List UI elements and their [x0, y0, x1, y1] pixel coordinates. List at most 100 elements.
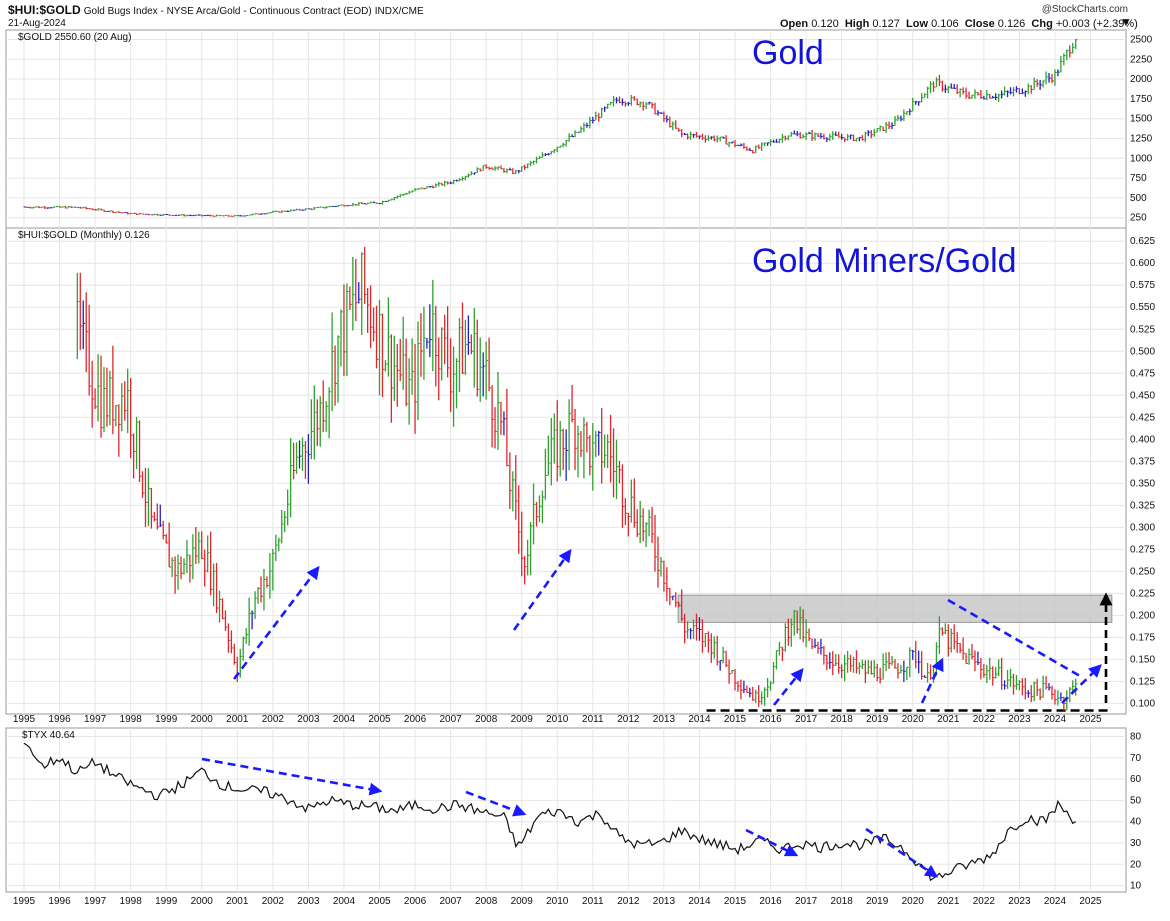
x-tick-label: 2011: [582, 896, 604, 907]
x-tick-label: 2013: [653, 714, 676, 725]
x-tick-label: 2013: [653, 896, 676, 907]
trend-arrow: [745, 828, 799, 857]
y-tick-label: 2000: [1130, 74, 1153, 85]
x-tick-label: 1995: [13, 714, 36, 725]
x-tick-label: 2025: [1079, 896, 1102, 907]
x-tick-label: 1999: [155, 714, 178, 725]
x-tick-label: 2025: [1079, 714, 1102, 725]
trend-arrow: [465, 790, 527, 817]
resistance-band: [677, 594, 1113, 623]
y-tick-label: 0.225: [1130, 588, 1155, 599]
y-tick-label: 0.525: [1130, 324, 1155, 335]
y-tick-label: 1500: [1130, 114, 1153, 125]
y-tick-label: 1750: [1130, 94, 1153, 105]
y-tick-label: 0.625: [1130, 236, 1155, 247]
x-tick-label: 2004: [333, 714, 356, 725]
y-tick-label: 0.200: [1130, 610, 1155, 621]
y-tick-label: 70: [1130, 753, 1142, 764]
y-tick-label: 10: [1130, 881, 1142, 892]
x-tick-label: 2015: [724, 896, 747, 907]
trend-arrow: [865, 827, 939, 878]
x-tick-label: 2016: [759, 714, 782, 725]
x-tick-label: 2003: [297, 896, 320, 907]
x-tick-label: 2020: [902, 714, 925, 725]
x-tick-label: 2000: [191, 714, 214, 725]
ohlc-label: Chg: [1031, 18, 1053, 30]
y-tick-label: 80: [1130, 732, 1142, 743]
x-tick-label: 2021: [937, 714, 960, 725]
x-tick-label: 2011: [582, 714, 604, 725]
x-tick-label: 2005: [368, 714, 391, 725]
gold-series: [23, 38, 1078, 217]
x-tick-label: 2022: [973, 896, 996, 907]
y-tick-label: 0.400: [1130, 434, 1155, 445]
y-tick-label: 2500: [1130, 35, 1153, 46]
x-tick-label: 1996: [48, 896, 71, 907]
x-tick-label: 2008: [475, 714, 498, 725]
y-tick-label: 0.425: [1130, 412, 1155, 423]
x-tick-label: 1997: [84, 714, 107, 725]
ratio-panel-frame: [5, 227, 1127, 715]
x-tick-label: 2014: [688, 714, 711, 725]
x-tick-label: 2022: [973, 714, 996, 725]
x-tick-label: 2020: [902, 896, 925, 907]
x-tick-label: 1997: [84, 896, 107, 907]
x-tick-label: 2004: [333, 896, 356, 907]
ohlc-label: Open: [780, 18, 809, 30]
x-tick-label: 2001: [226, 896, 249, 907]
x-tick-label: 2010: [546, 714, 569, 725]
ratio-panel-title: $HUI:$GOLD (Monthly) 0.126: [18, 230, 150, 241]
y-tick-label: 500: [1130, 193, 1147, 204]
y-tick-label: 2250: [1130, 54, 1153, 65]
y-tick-label: 750: [1130, 173, 1147, 184]
x-tick-label: 2018: [831, 896, 854, 907]
tyx-series: [23, 742, 1076, 882]
y-tick-label: 1250: [1130, 134, 1153, 145]
chart-symbol: $HUI:$GOLD: [8, 3, 81, 17]
y-tick-label: 0.475: [1130, 368, 1155, 379]
y-tick-label: 40: [1130, 817, 1142, 828]
close-icon[interactable]: ▼: [1120, 15, 1132, 29]
y-tick-label: 0.450: [1130, 390, 1155, 401]
ratio-series: [76, 246, 1078, 711]
x-tick-label: 2012: [617, 896, 640, 907]
tyx-panel-title: $TYX 40.64: [22, 730, 75, 741]
y-tick-label: 0.125: [1130, 676, 1155, 687]
x-tick-label: 2017: [795, 714, 818, 725]
y-tick-label: 0.375: [1130, 456, 1155, 467]
y-tick-label: 1000: [1130, 153, 1153, 164]
watermark: @StockCharts.com: [1041, 4, 1128, 15]
y-tick-label: 0.250: [1130, 566, 1155, 577]
trend-arrow: [772, 667, 804, 706]
x-tick-label: 1998: [120, 714, 143, 725]
y-tick-label: 30: [1130, 838, 1142, 849]
y-tick-label: 20: [1130, 859, 1142, 870]
x-tick-label: 2006: [404, 896, 427, 907]
y-tick-label: 0.150: [1130, 654, 1155, 665]
tyx-panel-frame: [5, 727, 1127, 893]
trend-arrows: [201, 548, 1102, 878]
y-tick-label: 0.100: [1130, 698, 1155, 709]
trend-arrow: [201, 757, 383, 796]
x-tick-label: 2003: [297, 714, 320, 725]
x-tick-label: 2012: [617, 714, 640, 725]
y-tick-label: 0.575: [1130, 280, 1155, 291]
tyx-line: [23, 742, 1076, 882]
chart-date: 21-Aug-2024: [8, 18, 66, 29]
trend-arrow: [920, 657, 944, 704]
tick-labels: 250 500 750 1000 1250 1500 1750 2000 2250 2500 0.1…: [13, 35, 1156, 907]
x-tick-label: 2007: [439, 896, 462, 907]
x-tick-label: 2007: [439, 714, 462, 725]
y-tick-label: 0.500: [1130, 346, 1155, 357]
ohlc-value: 0.106: [931, 18, 959, 30]
ohlc-value: 0.127: [872, 18, 900, 30]
chart-symbol-line: $HUI:$GOLD Gold Bugs Index - NYSE Arca/G…: [8, 3, 424, 17]
y-tick-label: 50: [1130, 795, 1142, 806]
x-tick-label: 2002: [262, 896, 285, 907]
x-tick-label: 2002: [262, 714, 285, 725]
x-tick-label: 2006: [404, 714, 427, 725]
x-tick-label: 1996: [48, 714, 71, 725]
x-tick-label: 2023: [1008, 896, 1031, 907]
x-tick-label: 2005: [368, 896, 391, 907]
x-tick-label: 2014: [688, 896, 711, 907]
